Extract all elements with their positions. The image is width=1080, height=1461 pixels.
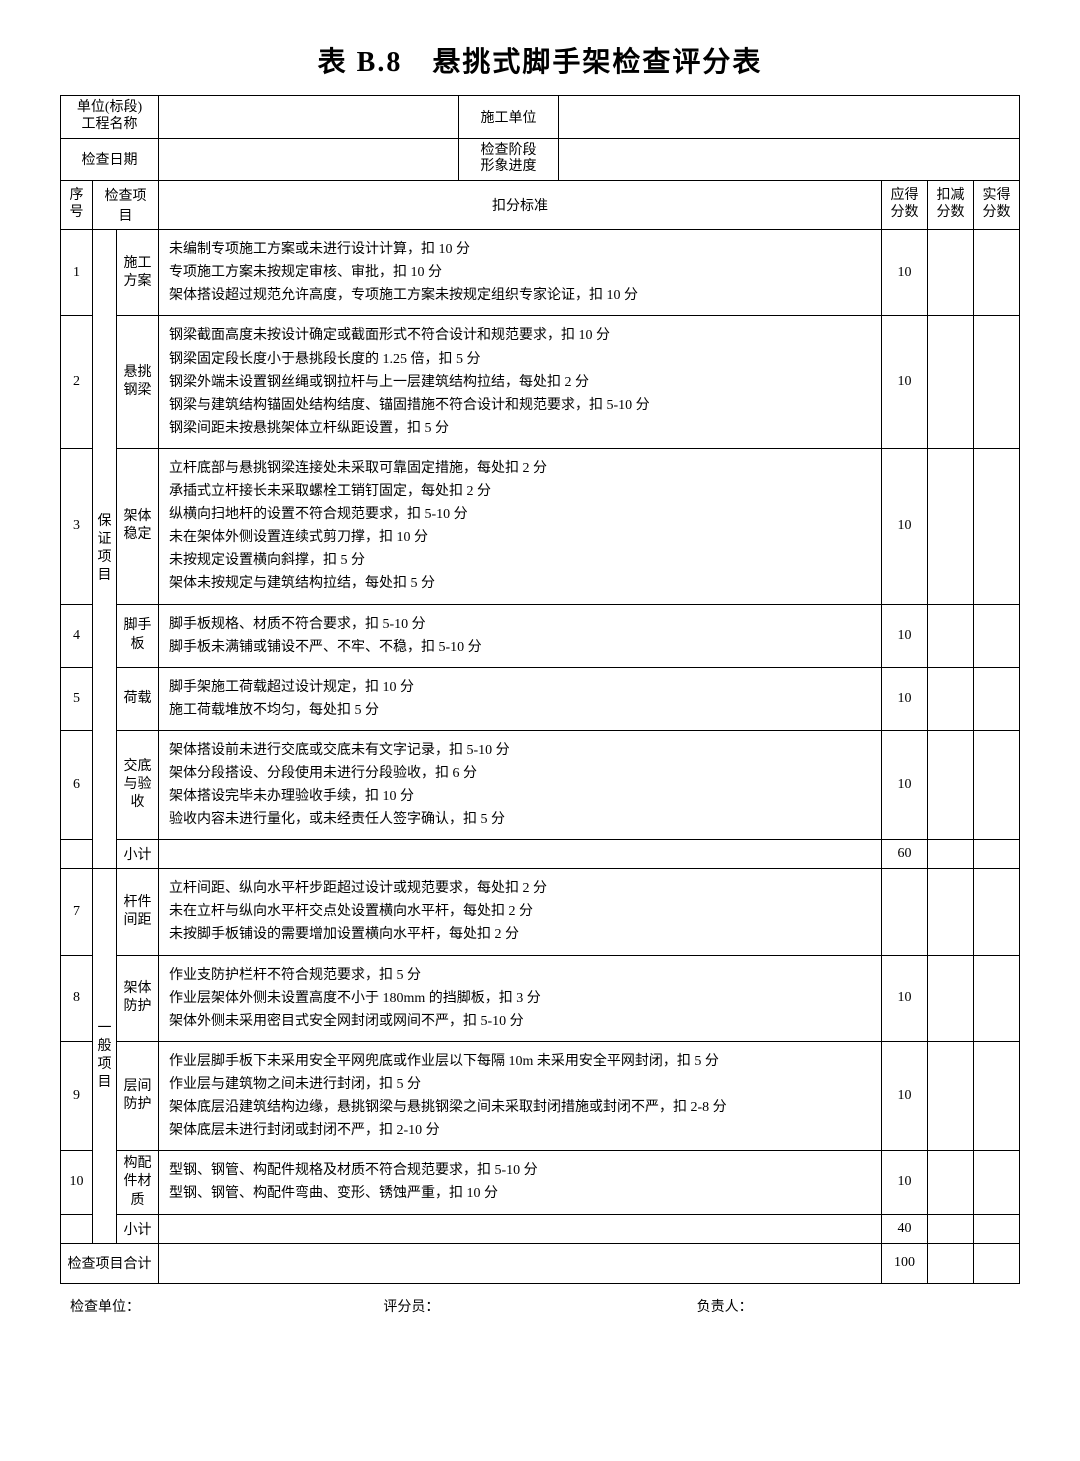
col-seq: 序号 [61, 181, 93, 230]
subtotal1-actual [974, 840, 1020, 869]
subtotal2-deduct [928, 1214, 974, 1243]
check-date-value [159, 138, 459, 181]
footer-scorer: 评分员： [383, 1296, 696, 1316]
check-stage-value [559, 138, 1020, 181]
subtotal1-seq [61, 840, 93, 869]
construction-unit-label: 施工单位 [459, 96, 559, 139]
should-1: 10 [882, 230, 928, 316]
deduct-1 [928, 230, 974, 316]
actual-1 [974, 230, 1020, 316]
seq-8: 8 [61, 955, 93, 1041]
criteria-6: 架体搭设前未进行交底或交底未有文字记录，扣 5-10 分 架体分段搭设、分段使用… [159, 730, 882, 839]
deduct-2 [928, 316, 974, 448]
actual-7 [974, 869, 1020, 955]
total-deduct [928, 1243, 974, 1283]
subtotal2-seq [61, 1214, 93, 1243]
deduct-9 [928, 1041, 974, 1150]
deduct-5 [928, 667, 974, 730]
deduct-3 [928, 448, 974, 604]
should-10: 10 [882, 1151, 928, 1215]
category-guarantee: 保证项目 [93, 230, 117, 869]
construction-unit-value [559, 96, 1020, 139]
item-5: 荷载 [117, 667, 159, 730]
criteria-2: 钢梁截面高度未按设计确定或截面形式不符合设计和规范要求，扣 10 分 钢梁固定段… [159, 316, 882, 448]
seq-4: 4 [61, 604, 93, 667]
criteria-7: 立杆间距、纵向水平杆步距超过设计或规范要求，每处扣 2 分 未在立杆与纵向水平杆… [159, 869, 882, 955]
subtotal1-label: 小计 [117, 840, 159, 869]
seq-9: 9 [61, 1041, 93, 1150]
unit-project-value [159, 96, 459, 139]
item-9: 层间防护 [117, 1041, 159, 1150]
total-score: 100 [882, 1243, 928, 1283]
deduct-7 [928, 869, 974, 955]
criteria-9: 作业层脚手板下未采用安全平网兜底或作业层以下每隔 10m 未采用安全平网封闭，扣… [159, 1041, 882, 1150]
footer-check-unit: 检查单位： [70, 1296, 383, 1316]
subtotal1-deduct [928, 840, 974, 869]
item-4: 脚手板 [117, 604, 159, 667]
subtotal2-actual [974, 1214, 1020, 1243]
col-deduct: 扣减分数 [928, 181, 974, 230]
item-8: 架体防护 [117, 955, 159, 1041]
col-criteria: 扣分标准 [159, 181, 882, 230]
item-1: 施工方案 [117, 230, 159, 316]
seq-1: 1 [61, 230, 93, 316]
subtotal2-score: 40 [882, 1214, 928, 1243]
deduct-6 [928, 730, 974, 839]
seq-5: 5 [61, 667, 93, 730]
actual-10 [974, 1151, 1020, 1215]
seq-10: 10 [61, 1151, 93, 1215]
total-criteria [159, 1243, 882, 1283]
criteria-4: 脚手板规格、材质不符合要求，扣 5-10 分 脚手板未满铺或铺设不严、不牢、不稳… [159, 604, 882, 667]
footer: 检查单位： 评分员： 负责人： [60, 1296, 1020, 1316]
should-7 [882, 869, 928, 955]
deduct-8 [928, 955, 974, 1041]
should-9: 10 [882, 1041, 928, 1150]
should-5: 10 [882, 667, 928, 730]
unit-project-label: 单位(标段) 工程名称 [61, 96, 159, 139]
actual-4 [974, 604, 1020, 667]
criteria-1: 未编制专项施工方案或未进行设计计算，扣 10 分 专项施工方案未按规定审核、审批… [159, 230, 882, 316]
criteria-8: 作业支防护栏杆不符合规范要求，扣 5 分 作业层架体外侧未设置高度不小于 180… [159, 955, 882, 1041]
criteria-10: 型钢、钢管、构配件规格及材质不符合规范要求，扣 5-10 分 型钢、钢管、构配件… [159, 1151, 882, 1215]
actual-8 [974, 955, 1020, 1041]
seq-6: 6 [61, 730, 93, 839]
should-8: 10 [882, 955, 928, 1041]
criteria-5: 脚手架施工荷载超过设计规定，扣 10 分 施工荷载堆放不均匀，每处扣 5 分 [159, 667, 882, 730]
should-3: 10 [882, 448, 928, 604]
should-4: 10 [882, 604, 928, 667]
should-6: 10 [882, 730, 928, 839]
subtotal1-score: 60 [882, 840, 928, 869]
deduct-10 [928, 1151, 974, 1215]
category-general: 一般项目 [93, 869, 117, 1244]
item-2: 悬挑钢梁 [117, 316, 159, 448]
should-2: 10 [882, 316, 928, 448]
col-actual: 实得分数 [974, 181, 1020, 230]
seq-7: 7 [61, 869, 93, 955]
total-actual [974, 1243, 1020, 1283]
page-title: 表 B.8 悬挑式脚手架检查评分表 [60, 40, 1020, 80]
actual-9 [974, 1041, 1020, 1150]
deduct-4 [928, 604, 974, 667]
subtotal2-criteria [159, 1214, 882, 1243]
total-label: 检查项目合计 [61, 1243, 159, 1283]
seq-2: 2 [61, 316, 93, 448]
col-check-item: 检查项目 [93, 181, 159, 230]
check-date-label: 检查日期 [61, 138, 159, 181]
actual-5 [974, 667, 1020, 730]
item-10: 构配件材质 [117, 1151, 159, 1215]
actual-6 [974, 730, 1020, 839]
item-3: 架体稳定 [117, 448, 159, 604]
subtotal1-criteria [159, 840, 882, 869]
criteria-3: 立杆底部与悬挑钢梁连接处未采取可靠固定措施，每处扣 2 分 承插式立杆接长未采取… [159, 448, 882, 604]
check-stage-label: 检查阶段 形象进度 [459, 138, 559, 181]
footer-responsible: 负责人： [697, 1296, 1010, 1316]
actual-2 [974, 316, 1020, 448]
item-6: 交底与验收 [117, 730, 159, 839]
seq-3: 3 [61, 448, 93, 604]
score-table: 单位(标段) 工程名称 施工单位 检查日期 检查阶段 形象进度 序号 检查项目 … [60, 95, 1020, 1284]
actual-3 [974, 448, 1020, 604]
col-should: 应得分数 [882, 181, 928, 230]
item-7: 杆件间距 [117, 869, 159, 955]
subtotal2-label: 小计 [117, 1214, 159, 1243]
